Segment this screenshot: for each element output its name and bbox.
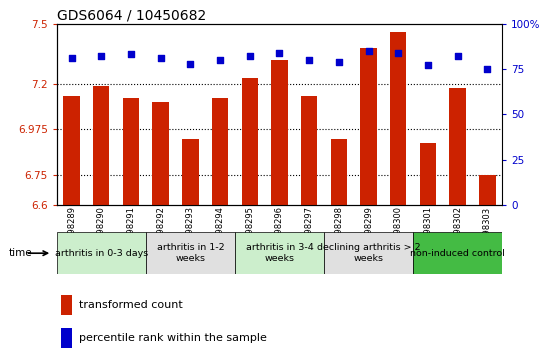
Bar	[63, 96, 80, 205]
Text: arthritis in 3-4
weeks: arthritis in 3-4 weeks	[246, 244, 313, 263]
Bar	[235, 232, 324, 274]
Point	[67, 55, 76, 61]
Text: non-induced control: non-induced control	[410, 249, 505, 258]
Bar	[182, 139, 199, 205]
Bar	[61, 328, 72, 348]
Point	[127, 52, 136, 57]
Point	[364, 48, 373, 54]
Point	[97, 53, 106, 59]
Bar	[390, 32, 407, 205]
Bar	[212, 98, 228, 205]
Bar	[57, 232, 146, 274]
Bar	[360, 48, 377, 205]
Point	[275, 50, 284, 56]
Text: time: time	[9, 248, 32, 258]
Text: transformed count: transformed count	[79, 300, 183, 310]
Point	[186, 61, 195, 66]
Text: arthritis in 0-3 days: arthritis in 0-3 days	[55, 249, 148, 258]
Point	[216, 57, 225, 63]
Text: percentile rank within the sample: percentile rank within the sample	[79, 333, 267, 343]
Bar	[152, 102, 169, 205]
Bar	[301, 96, 318, 205]
Bar	[413, 232, 502, 274]
Point	[483, 66, 492, 72]
Bar	[324, 232, 413, 274]
Text: declining arthritis > 2
weeks: declining arthritis > 2 weeks	[317, 244, 420, 263]
Bar	[61, 295, 72, 315]
Point	[246, 53, 254, 59]
Point	[424, 62, 433, 68]
Point	[394, 50, 403, 56]
Text: GDS6064 / 10450682: GDS6064 / 10450682	[57, 8, 206, 23]
Bar	[271, 60, 288, 205]
Point	[335, 59, 343, 65]
Bar	[123, 98, 139, 205]
Bar	[420, 143, 436, 205]
Bar	[93, 86, 110, 205]
Bar	[479, 175, 496, 205]
Point	[454, 53, 462, 59]
Point	[305, 57, 314, 63]
Bar	[241, 78, 258, 205]
Bar	[330, 139, 347, 205]
Bar	[449, 88, 466, 205]
Text: arthritis in 1-2
weeks: arthritis in 1-2 weeks	[157, 244, 224, 263]
Bar	[146, 232, 235, 274]
Point	[157, 55, 165, 61]
